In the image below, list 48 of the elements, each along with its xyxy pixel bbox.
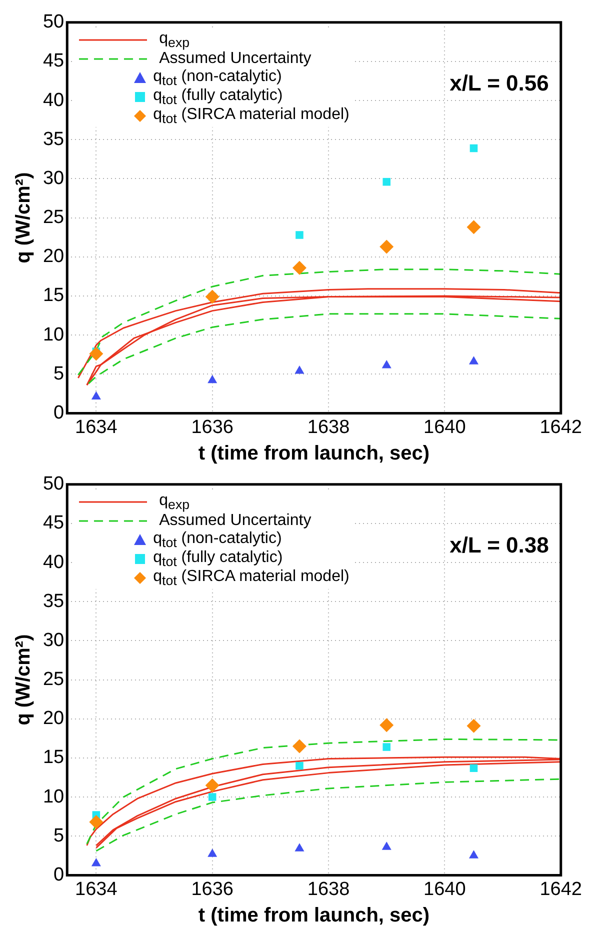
y-tick-label: 40 (42, 90, 64, 111)
x-tick-label: 1638 (307, 416, 350, 438)
legend-label: q$_{exp}$ (159, 492, 190, 512)
x-axis-title: t (time from launch, sec) (198, 442, 430, 465)
y-tick-label: 45 (42, 512, 64, 534)
y-axis-title: q (W/cm²) (12, 634, 35, 726)
legend-label: q$_{tot}$ (SIRCA material model) (153, 106, 350, 126)
y-axis-title: q (W/cm²) (12, 172, 35, 264)
y-tick-label: 45 (42, 50, 64, 72)
x-tick-label: 1636 (191, 416, 234, 438)
legend-label: q$_{tot}$ (SIRCA material model) (153, 568, 350, 588)
legend-label: q$_{tot}$ (non-catalytic) (153, 530, 282, 550)
y-tick-label: 30 (42, 630, 64, 651)
y-tick-label: 30 (42, 168, 64, 189)
annotation: x/L = 0.56 (450, 70, 549, 96)
y-tick-label: 50 (42, 474, 64, 495)
y-tick-label: 25 (42, 669, 64, 690)
legend-label: q$_{tot}$ (fully catalytic) (153, 548, 283, 569)
x-tick-label: 1634 (75, 416, 118, 438)
x-tick-label: 1640 (424, 416, 466, 438)
x-tick-label: 1642 (540, 878, 582, 900)
y-tick-label: 10 (42, 786, 64, 808)
legend-label: Assumed Uncertainty (159, 50, 312, 68)
y-tick-label: 5 (54, 825, 64, 846)
y-tick-label: 40 (42, 552, 64, 573)
y-tick-label: 35 (42, 590, 64, 612)
x-tick-label: 1636 (191, 878, 234, 900)
legend-label: q$_{tot}$ (fully catalytic) (153, 86, 283, 107)
legend-label: Assumed Uncertainty (159, 512, 312, 530)
y-tick-label: 10 (42, 324, 64, 346)
x-tick-label: 1634 (75, 878, 118, 900)
y-tick-label: 35 (42, 128, 64, 150)
y-tick-label: 15 (42, 747, 64, 768)
x-tick-label: 1638 (307, 878, 350, 900)
legend-label: q$_{tot}$ (non-catalytic) (153, 68, 282, 88)
x-tick-label: 1640 (424, 878, 466, 900)
x-axis-title: t (time from launch, sec) (198, 904, 430, 927)
y-tick-label: 20 (42, 246, 64, 268)
y-tick-label: 0 (54, 864, 64, 886)
y-tick-label: 15 (42, 285, 64, 306)
y-tick-label: 0 (54, 402, 64, 424)
y-tick-label: 5 (54, 363, 64, 384)
legend-label: q$_{exp}$ (159, 30, 190, 50)
y-tick-label: 20 (42, 708, 64, 730)
annotation: x/L = 0.38 (450, 532, 549, 558)
x-tick-label: 1642 (540, 416, 582, 438)
y-tick-label: 25 (42, 207, 64, 228)
y-tick-label: 50 (42, 12, 64, 33)
